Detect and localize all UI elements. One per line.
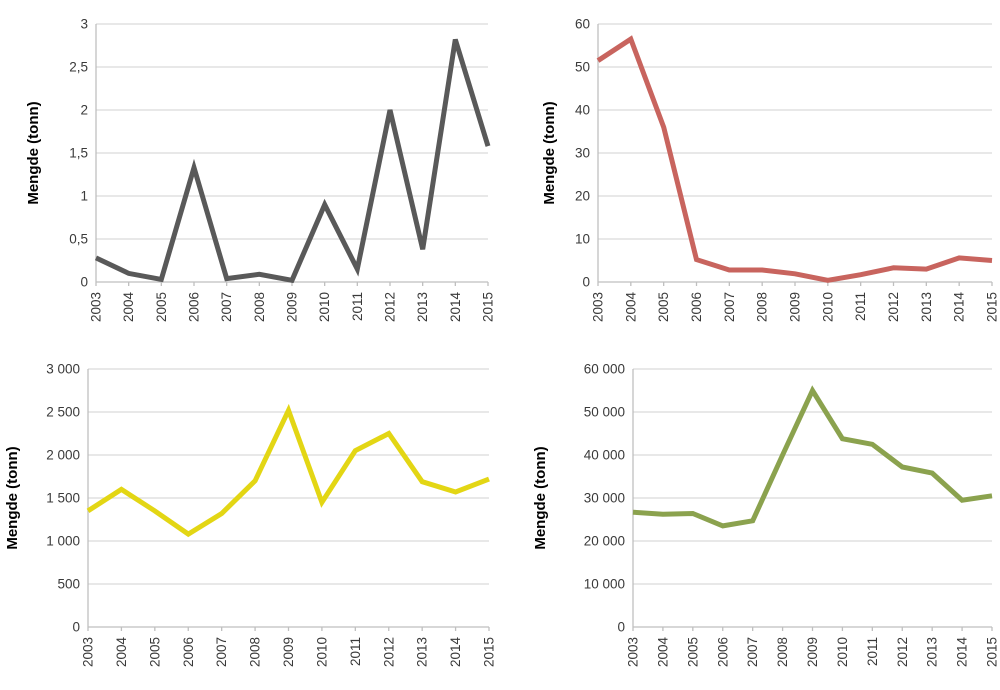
y-tick-label: 1 500 [46, 491, 80, 506]
x-tick-label: 2014 [955, 637, 970, 668]
y-tick-label: 0 [582, 275, 590, 290]
x-tick-label: 2014 [952, 292, 967, 323]
y-tick-label: 20 000 [584, 534, 625, 549]
x-tick-label: 2005 [154, 292, 169, 322]
x-tick-label: 2013 [919, 292, 934, 322]
y-tick-label: 2,5 [69, 60, 88, 75]
y-tick-label: 1 [80, 189, 88, 204]
x-tick-label: 2007 [219, 292, 234, 322]
x-tick-label: 2015 [482, 637, 497, 667]
x-tick-label: 2012 [383, 292, 398, 322]
x-tick-label: 2013 [925, 637, 940, 667]
x-tick-label: 2004 [623, 292, 638, 323]
x-tick-label: 2003 [591, 292, 606, 322]
line-chart-bottom-right: 0 10 000 20 000 30 000 40 000 50 000 60 000 200… [532, 362, 1000, 668]
x-tick-label: 2006 [715, 637, 730, 667]
x-tick-label: 2006 [689, 292, 704, 322]
x-tick-label: 2011 [350, 292, 365, 321]
x-tick-label: 2009 [281, 637, 296, 667]
x-tick-label: 2003 [81, 637, 96, 667]
x-tick-label: 2012 [895, 637, 910, 667]
y-axis-title: Mengde (tonn) [25, 101, 42, 204]
x-tick-label: 2004 [655, 637, 670, 668]
x-tick-label: 2010 [317, 292, 332, 322]
y-tick-label: 3 [80, 17, 88, 32]
y-tick-label: 10 000 [584, 577, 625, 592]
x-tick-label: 2004 [114, 637, 129, 668]
x-tick-label: 2012 [886, 292, 901, 322]
x-tick-label: 2011 [865, 637, 880, 666]
y-tick-label: 10 [575, 232, 590, 247]
x-tick-label: 2010 [820, 292, 835, 322]
x-tick-label: 2014 [448, 292, 463, 323]
x-tick-label: 2011 [348, 637, 363, 666]
x-tick-label: 2003 [89, 292, 104, 322]
x-tick-label: 2008 [248, 637, 263, 667]
y-tick-label: 60 000 [584, 362, 625, 377]
x-tick-label: 2006 [181, 637, 196, 667]
x-tick-label: 2007 [214, 637, 229, 667]
x-tick-label: 2015 [481, 292, 496, 322]
x-tick-label: 2014 [448, 637, 463, 668]
line-chart-panel-bottom-right: 0 10 000 20 000 30 000 40 000 50 000 60 000 200… [500, 345, 1000, 690]
y-tick-label: 0 [72, 620, 80, 635]
y-tick-label: 30 000 [584, 491, 625, 506]
x-tick-label: 2015 [985, 637, 1000, 667]
y-tick-label: 500 [57, 577, 80, 592]
x-tick-label: 2015 [985, 292, 1000, 322]
data-line [632, 385, 993, 529]
x-tick-label: 2008 [775, 637, 790, 667]
y-tick-label: 2 [80, 103, 88, 118]
line-chart-top-left: 0 0,5 1 1,5 2 2,5 3 2003 2004 2005 2006 2007 2008 200… [25, 17, 496, 323]
y-tick-label: 20 [575, 189, 590, 204]
y-tick-label: 2 000 [46, 448, 80, 463]
x-tick-label: 2005 [147, 637, 162, 667]
x-tick-label: 2009 [285, 292, 300, 322]
y-tick-label: 50 000 [584, 405, 625, 420]
y-tick-label: 60 [575, 17, 590, 32]
x-tick-label: 2008 [755, 292, 770, 322]
y-tick-label: 1,5 [69, 146, 88, 161]
y-axis-title: Mengde (tonn) [4, 446, 21, 549]
y-axis-title: Mengde (tonn) [532, 446, 549, 549]
x-tick-label: 2007 [722, 292, 737, 322]
x-tick-label: 2013 [415, 637, 430, 667]
x-tick-label: 2010 [835, 637, 850, 667]
x-tick-label: 2006 [187, 292, 202, 322]
y-tick-label: 0,5 [69, 232, 88, 247]
line-chart-panel-top-left: 0 0,5 1 1,5 2 2,5 3 2003 2004 2005 2006 2007 2008 200… [0, 0, 500, 345]
y-tick-label: 0 [80, 275, 88, 290]
y-tick-label: 1 000 [46, 534, 80, 549]
x-tick-label: 2005 [685, 637, 700, 667]
y-tick-label: 30 [575, 146, 590, 161]
y-axis-title: Mengde (tonn) [541, 101, 558, 204]
line-chart-panel-top-right: 0 10 20 30 40 50 60 2003 2004 2005 2006 2007 2008 200… [500, 0, 1000, 345]
x-tick-label: 2004 [121, 292, 136, 323]
x-tick-label: 2012 [381, 637, 396, 667]
data-line [86, 403, 490, 538]
line-chart-top-right: 0 10 20 30 40 50 60 2003 2004 2005 2006 2007 2008 200… [541, 17, 1000, 323]
x-tick-label: 2013 [415, 292, 430, 322]
x-tick-label: 2009 [788, 292, 803, 322]
data-line [596, 35, 993, 283]
y-tick-label: 50 [575, 60, 590, 75]
y-tick-label: 0 [617, 620, 625, 635]
x-tick-label: 2007 [745, 637, 760, 667]
x-tick-label: 2009 [805, 637, 820, 667]
x-tick-label: 2003 [626, 637, 641, 667]
x-tick-label: 2011 [853, 292, 868, 321]
line-chart-panel-bottom-left: 0 500 1 000 1 500 2 000 2 500 3 000 2003 2004 200… [0, 345, 500, 690]
y-tick-label: 2 500 [46, 405, 80, 420]
y-tick-label: 40 000 [584, 448, 625, 463]
y-tick-label: 3 000 [46, 362, 80, 377]
y-tick-label: 40 [575, 103, 590, 118]
x-tick-label: 2005 [656, 292, 671, 322]
line-chart-bottom-left: 0 500 1 000 1 500 2 000 2 500 3 000 2003 2004 200… [4, 362, 497, 668]
x-tick-label: 2010 [314, 637, 329, 667]
data-line [94, 38, 491, 284]
x-tick-label: 2008 [252, 292, 267, 322]
